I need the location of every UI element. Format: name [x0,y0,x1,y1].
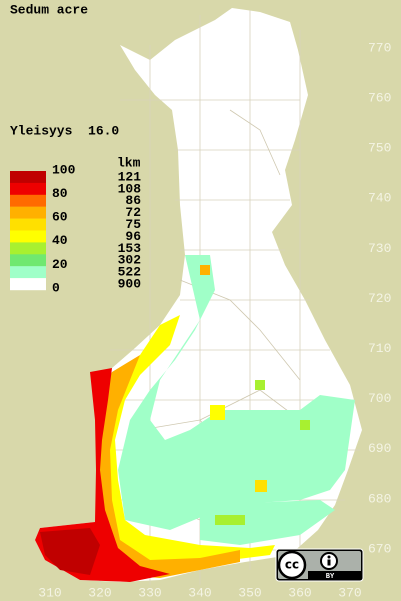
legend-scale-label: 80 [52,186,68,201]
northing-label: 700 [368,391,391,406]
distribution-cells [35,255,355,582]
legend-scale-label: 60 [52,210,68,225]
easting-label: 310 [38,585,61,600]
northing-label: 680 [368,491,391,506]
legend-count: 75 [125,217,141,232]
legend-swatch [10,242,46,255]
legend-count: 86 [125,193,141,208]
northing-label: 760 [368,91,391,106]
easting-label: 330 [138,585,161,600]
legend-swatch [10,230,46,243]
legend-swatch [10,218,46,231]
by-label: BY [326,573,335,581]
northing-label: 740 [368,191,391,206]
legend-scale-label: 40 [52,233,68,248]
legend-count: 121 [118,169,142,184]
legend-scale-label: 20 [52,257,68,272]
legend-swatch [10,266,46,279]
legend-count: 153 [118,241,142,256]
legend-swatch [10,194,46,207]
northing-label: 710 [368,341,391,356]
northing-label: 750 [368,141,391,156]
legend-count: 522 [118,265,142,280]
legend-swatch [10,278,46,291]
legend-swatch [10,182,46,195]
legend-scale-label: 0 [52,280,60,295]
title: Sedum acre [10,2,88,17]
license-badge: cc BY [275,548,364,582]
legend-count: 96 [125,229,141,244]
legend-swatch [10,254,46,267]
cc-label: cc [285,558,299,572]
legend-count-title: lkm [117,155,141,170]
legend-scale-label: 100 [52,162,76,177]
legend-count: 72 [125,205,141,220]
legend-count: 900 [118,277,142,292]
easting-label: 320 [88,585,111,600]
northing-label: 730 [368,241,391,256]
legend-count: 108 [118,181,142,196]
northing-label: 670 [368,541,391,556]
easting-label: 360 [288,585,311,600]
legend-count: 302 [118,253,142,268]
legend-swatch [10,206,46,219]
legend-swatch [10,171,46,184]
northing-label: 690 [368,441,391,456]
frequency: Yleisyys 16.0 [10,123,119,138]
easting-label: 350 [238,585,261,600]
northing-label: 720 [368,291,391,306]
easting-label: 370 [338,585,361,600]
northing-label: 770 [368,40,391,55]
easting-label: 340 [188,585,211,600]
